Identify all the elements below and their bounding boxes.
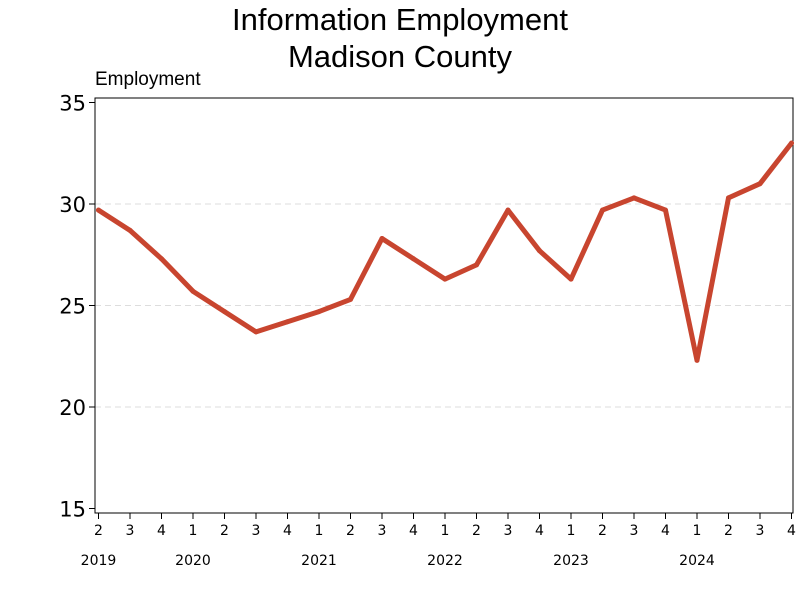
data-point — [442, 276, 448, 282]
x-year-label: 2023 — [553, 553, 589, 569]
x-tick-label: 2 — [472, 523, 481, 539]
x-tick-label: 3 — [252, 523, 261, 539]
chart-title-line-2: Madison County — [288, 39, 513, 74]
x-year-label: 2019 — [81, 553, 117, 569]
data-point — [757, 181, 763, 187]
y-tick-label: 15 — [59, 498, 86, 522]
x-tick-label: 4 — [661, 523, 670, 539]
data-point — [474, 262, 479, 268]
x-tick-label: 3 — [378, 523, 387, 539]
x-tick-label: 2 — [220, 523, 229, 539]
data-point — [663, 207, 668, 213]
chart-title-line-1: Information Employment — [232, 2, 568, 37]
x-tick-label: 4 — [409, 523, 418, 539]
data-point — [316, 309, 322, 315]
data-point — [253, 329, 259, 335]
x-tick-label: 1 — [567, 523, 576, 539]
series — [96, 140, 794, 363]
x-tick-label: 3 — [756, 523, 765, 539]
y-tick-label: 25 — [59, 295, 86, 319]
data-point — [348, 296, 353, 302]
data-point — [127, 227, 133, 233]
x-tick-label: 1 — [693, 523, 702, 539]
series-line — [96, 140, 794, 363]
x-axis: 2 3 4 1 2 3 4 1 2 3 4 1 2 3 4 1 2 3 4 1 2 3 4 2019 2020 2021 2022 2… — [81, 513, 796, 569]
x-tick-label: 2 — [346, 523, 355, 539]
x-year-label: 2020 — [175, 553, 211, 569]
x-tick-label: 4 — [157, 523, 166, 539]
data-point — [222, 309, 227, 315]
data-point — [726, 195, 731, 201]
data-point — [379, 236, 385, 242]
x-year-label: 2022 — [427, 553, 463, 569]
data-point — [96, 207, 101, 213]
data-point — [600, 207, 605, 213]
y-tick-label: 30 — [59, 193, 86, 217]
data-point — [505, 207, 511, 213]
x-tick-label: 1 — [315, 523, 324, 539]
data-point — [159, 256, 164, 262]
data-point — [190, 288, 196, 294]
x-tick-label: 2 — [724, 523, 733, 539]
x-tick-label: 2 — [94, 523, 103, 539]
y-axis-label: Employment — [95, 69, 201, 90]
data-point — [694, 357, 700, 363]
x-year-label: 2024 — [679, 553, 715, 569]
x-tick-label: 4 — [535, 523, 544, 539]
x-year-label: 2021 — [301, 553, 337, 569]
x-tick-label: 3 — [504, 523, 513, 539]
data-point — [411, 256, 416, 262]
data-point — [537, 248, 542, 254]
x-tick-label: 3 — [630, 523, 639, 539]
y-tick-label: 20 — [59, 396, 86, 420]
x-tick-label: 3 — [126, 523, 135, 539]
y-axis: 15 20 25 30 35 — [59, 92, 95, 522]
data-point — [285, 319, 290, 325]
x-tick-label: 1 — [189, 523, 198, 539]
data-point — [631, 195, 637, 201]
x-tick-label: 1 — [441, 523, 450, 539]
x-tick-label: 4 — [283, 523, 292, 539]
gridlines — [95, 203, 793, 408]
y-tick-label: 35 — [59, 92, 86, 116]
data-point — [568, 276, 574, 282]
data-point — [789, 140, 794, 146]
x-tick-label: 4 — [787, 523, 796, 539]
x-tick-label: 2 — [598, 523, 607, 539]
